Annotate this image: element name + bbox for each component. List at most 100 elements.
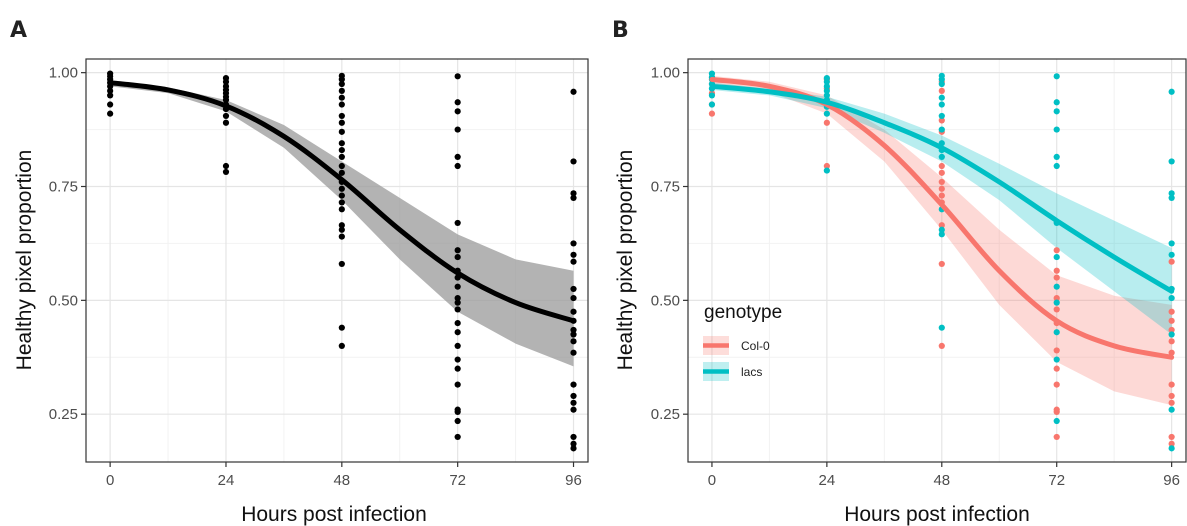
panel-b-point-Col-0 [1168,433,1175,441]
panel-a-point-0 [570,88,577,95]
panel-a-point-0 [454,381,461,388]
panel-b-point-Col-0 [1168,326,1175,334]
panel-a-x-tick-label: 96 [565,472,582,489]
panel-a-point-0 [338,101,345,108]
panel-a-point-0 [222,112,230,120]
panel-b-point-Col-0 [938,222,945,229]
panel-a-y-tick-label: 0.75 [49,179,78,196]
panel-b-point-lacs [938,112,945,120]
panel-a-point-0 [454,108,461,115]
panel-a-point-0 [338,169,345,176]
panel-a-x-tick-label: 0 [106,472,114,489]
panel-b-ci-band-lacs [711,82,1172,335]
panel-a-y-tick-label: 0.50 [49,292,78,309]
panel-a-letter: A [10,18,27,43]
panel-b-point-lacs [938,324,945,331]
panel-a-point-0 [338,199,345,206]
panel-b-point-lacs [823,83,830,90]
panel-a-point-0 [107,101,114,108]
panel-a-point-0 [454,342,461,349]
panel-b-point-Col-0 [938,169,945,176]
panel-b-point-Col-0 [1053,408,1060,416]
panel-b-point-lacs [1053,108,1060,115]
legend-title: genotype [704,302,782,323]
panel-a-point-0 [338,192,345,199]
panel-b-point-Col-0 [823,119,830,126]
panel-a-point-0 [570,406,577,413]
panel-a-fit-line-0 [107,80,577,324]
panel-a-point-0 [570,433,577,441]
legend-label-lacs: lacs [741,365,762,379]
panel-b-point-Col-0 [1053,433,1060,441]
panel-b-point-lacs [1053,126,1060,133]
panel-a-point-0 [454,126,461,133]
panel-b-point-Col-0 [938,162,945,170]
panel-a-point-0 [570,381,577,388]
panel-b-point-Col-0 [1053,274,1060,281]
panel-a-point-0 [570,331,577,338]
panel-a-point-0 [454,299,461,306]
panel-b-point-lacs [938,231,945,238]
panel-b-point-lacs [1168,331,1175,338]
panel-a-point-0 [222,168,230,176]
panel-b-point-lacs [1053,283,1060,290]
panel-b-point-lacs [708,92,716,99]
panel-b-y-axis-title: Healthy pixel proportion [614,150,637,371]
panel-b-point-lacs [1053,299,1060,306]
legend: genotype Col-0 lacs [703,302,782,381]
panel-a-point-0 [107,87,114,94]
panel-a-point-0 [454,283,461,290]
panel-a-point-0 [570,326,577,334]
panel-a-point-0 [338,153,345,161]
panel-a-point-0 [570,308,577,315]
panel-a-point-0 [338,324,345,331]
panel-a-point-0 [454,408,461,416]
panel-b-plot: 0 24 48 72 96 0.25 0.50 0.75 1.00 [651,58,1187,489]
panel-b-point-Col-0 [1168,317,1175,324]
panel-b-x-tick-label: 96 [1163,472,1180,489]
panel-b-point-Col-0 [938,192,945,199]
panel-b-point-Col-0 [1053,381,1060,388]
panel-a-point-0 [570,251,577,258]
panel-b-y-tick-label: 1.00 [651,65,680,82]
panel-b-point-Col-0 [1053,306,1060,313]
panel-b-point-lacs [1168,251,1175,258]
panel-b-point-Col-0 [1053,247,1060,254]
panel-b-point-lacs [938,126,945,133]
panel-a-point-0 [107,92,114,99]
legend-label-col-0: Col-0 [741,339,770,353]
panel-a-plot: 0 24 48 72 96 0.25 0.50 0.75 1.00 [49,58,589,489]
panel-b-point-Col-0 [1168,392,1175,400]
panel-a-x-tick-label: 72 [449,472,466,489]
panel-b-x-axis-title: Hours post infection [844,503,1030,526]
panel-a-point-0 [338,226,345,233]
panel-a-point-0 [338,80,345,88]
panel-a-point-0 [454,329,461,336]
panel-a-point-0 [338,112,345,120]
panel-a-point-0 [454,253,461,261]
panel-a-point-0 [338,87,345,94]
panel-b-point-lacs [1053,417,1060,425]
panel-b-x-tick-label: 0 [708,472,716,489]
panel-a-x-tick-label: 48 [333,472,350,489]
panel-a-point-0 [454,219,461,227]
panel-a-y-tick-label: 0.25 [49,406,78,423]
panel-b-point-lacs [1053,253,1060,261]
panel-b-plot-background [688,59,1186,462]
panel-b-point-lacs [1053,73,1060,80]
panel-b-letter: B [612,18,629,43]
panel-a-point-0 [222,162,230,170]
panel-a-point-0 [107,110,114,117]
panel-a-point-0 [454,320,461,327]
panel-b-point-lacs [938,76,945,83]
panel-b-point-lacs [823,167,830,174]
panel-b-point-lacs [1168,294,1175,302]
panel-a-point-0 [338,185,345,192]
panel-a-point-0 [454,153,461,161]
panel-a-point-0 [338,222,345,229]
panel-b-y-tick-label: 0.25 [651,406,680,423]
panel-a-y-tick-label: 1.00 [49,65,78,82]
panel-a-point-0 [570,445,577,452]
panel-a-point-0 [222,96,230,104]
